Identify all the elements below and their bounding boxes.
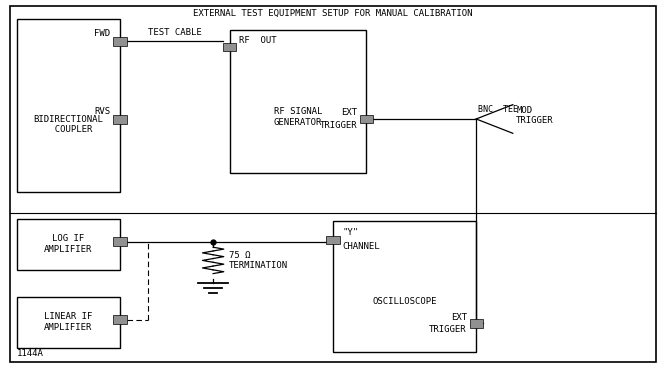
- Text: BNC  TEE: BNC TEE: [478, 106, 517, 115]
- Bar: [230, 30, 366, 173]
- Bar: [17, 219, 120, 270]
- Bar: [113, 115, 127, 124]
- Text: 75 Ω
TERMINATION: 75 Ω TERMINATION: [229, 251, 288, 270]
- Bar: [223, 43, 236, 52]
- Text: OSCILLOSCOPE: OSCILLOSCOPE: [372, 297, 437, 306]
- Text: EXT: EXT: [341, 108, 357, 117]
- Bar: [360, 115, 373, 123]
- Text: EXTERNAL TEST EQUIPMENT SETUP FOR MANUAL CALIBRATION: EXTERNAL TEST EQUIPMENT SETUP FOR MANUAL…: [193, 9, 473, 18]
- Bar: [113, 37, 127, 46]
- Text: CHANNEL: CHANNEL: [342, 242, 380, 251]
- Bar: [113, 316, 127, 324]
- Bar: [326, 236, 340, 244]
- Text: FWD: FWD: [95, 29, 111, 38]
- Bar: [113, 238, 127, 246]
- Text: RVS: RVS: [95, 107, 111, 116]
- Text: TRIGGER: TRIGGER: [320, 121, 357, 130]
- Text: RF SIGNAL
GENERATOR: RF SIGNAL GENERATOR: [274, 107, 322, 127]
- Text: TEST CABLE: TEST CABLE: [148, 28, 202, 37]
- Bar: [17, 19, 120, 192]
- Text: 1144A: 1144A: [17, 349, 43, 358]
- Text: BIDIRECTIONAL
  COUPLER: BIDIRECTIONAL COUPLER: [33, 115, 103, 134]
- Text: EXT: EXT: [451, 313, 467, 322]
- Bar: [470, 319, 483, 328]
- Text: TRIGGER: TRIGGER: [430, 325, 467, 334]
- Text: RF  OUT: RF OUT: [239, 36, 276, 45]
- Bar: [17, 297, 120, 348]
- Text: LINEAR IF
AMPLIFIER: LINEAR IF AMPLIFIER: [44, 313, 93, 332]
- Bar: [333, 221, 476, 352]
- Text: "Y": "Y": [342, 228, 358, 238]
- Text: LOG IF
AMPLIFIER: LOG IF AMPLIFIER: [44, 234, 93, 254]
- Text: MOD
TRIGGER: MOD TRIGGER: [516, 106, 553, 125]
